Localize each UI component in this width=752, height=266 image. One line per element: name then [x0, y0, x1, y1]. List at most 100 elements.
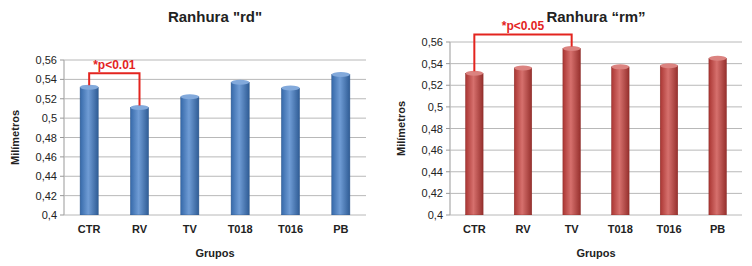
significance-annotation: *p<0.01: [89, 58, 139, 105]
x-axis-label: Grupos: [195, 247, 234, 259]
y-tick-label: 0,48: [422, 123, 443, 135]
grid-line: [64, 79, 366, 80]
bar-top: [181, 94, 199, 99]
bar: [181, 97, 199, 215]
y-tick: [446, 150, 450, 151]
grid-line: [450, 215, 742, 216]
y-tick: [60, 215, 64, 216]
grid-line: [64, 156, 366, 157]
bar: [332, 75, 350, 215]
y-tick-label: 0,44: [36, 170, 57, 182]
grid-line: [64, 137, 366, 138]
y-tick: [446, 128, 450, 129]
bar-top: [514, 65, 532, 70]
grid-line: [64, 98, 366, 99]
y-tick: [60, 137, 64, 138]
y-tick: [446, 63, 450, 64]
bars: [466, 46, 727, 215]
bar-top: [80, 85, 98, 90]
y-tick-label: 0,4: [42, 209, 57, 221]
y-tick: [60, 98, 64, 99]
bar: [660, 66, 678, 215]
x-tick-label: TV: [183, 223, 198, 235]
y-tick-label: 0,42: [36, 190, 57, 202]
y-tick: [60, 176, 64, 177]
y-axis-label: Milímetros: [9, 110, 21, 165]
x-axis-label: Grupos: [576, 247, 615, 259]
y-tick: [60, 79, 64, 80]
chart: Ranhura "rd"0,40,420,440,460,480,50,520,…: [9, 8, 366, 259]
grid-line: [64, 215, 366, 216]
grid-line: [450, 42, 742, 43]
chart: Ranhura “rm” 0,4 0,42 0,44 0,46 0,48 0,5 0,52 0,…: [395, 8, 742, 259]
grid-line: [450, 193, 742, 194]
grid-line: [450, 85, 742, 86]
chart-title: Ranhura "rd": [168, 8, 262, 25]
y-tick-label: 0,42: [422, 187, 443, 199]
bar-top: [709, 56, 727, 61]
y-tick-label: 0,54: [422, 58, 443, 70]
bar: [514, 68, 532, 215]
x-tick-label: T018: [608, 223, 633, 235]
bar-top: [612, 64, 630, 69]
y-tick: [60, 156, 64, 157]
y-tick-label: 0,48: [36, 132, 57, 144]
y-tick: [446, 171, 450, 172]
y-tick-label: 0,5: [42, 112, 57, 124]
x-tick-label: T016: [656, 223, 681, 235]
x-tick-label: T016: [278, 223, 303, 235]
x-tick-label: TV: [565, 223, 580, 235]
y-tick-label: 0,52: [422, 79, 443, 91]
x-tick-label: RV: [515, 223, 531, 235]
y-axis-label: Milímetros: [395, 101, 407, 156]
figure: Ranhura "rd" 0,4 0,42 0,44 0,46 0,48 0,5 0,52 0,…: [0, 0, 752, 266]
y-tick: [60, 118, 64, 119]
annotation-text: *p<0.01: [93, 58, 136, 72]
chart-title: Ranhura “rm”: [546, 8, 645, 25]
y-tick: [446, 85, 450, 86]
significance-bracket: [89, 73, 139, 105]
y-tick-label: 0,46: [422, 144, 443, 156]
y-tick-label: 0,56: [36, 54, 57, 66]
bar: [563, 48, 581, 215]
significance-bracket: [474, 34, 571, 71]
bar: [281, 88, 299, 215]
x-tick-label: PB: [710, 223, 725, 235]
grid-line: [64, 176, 366, 177]
y-tick: [446, 193, 450, 194]
y-tick: [446, 215, 450, 216]
y-tick-label: 0,44: [422, 166, 443, 178]
grid-line: [64, 118, 366, 119]
bar-top: [660, 63, 678, 68]
bar-top: [130, 105, 148, 110]
x-tick-label: RV: [132, 223, 148, 235]
bar: [80, 87, 98, 215]
bar: [612, 67, 630, 215]
x-tick-label: CTR: [463, 223, 486, 235]
bar-top: [231, 80, 249, 85]
bar: [466, 73, 484, 215]
significance-annotation: *p<0.05: [474, 19, 571, 71]
y-tick: [60, 60, 64, 61]
y-tick: [446, 42, 450, 43]
bar: [130, 107, 148, 215]
bar-top: [563, 46, 581, 51]
x-tick-label: CTR: [78, 223, 101, 235]
y-tick-label: 0,5: [428, 101, 443, 113]
y-tick-label: 0,4: [428, 209, 443, 221]
grid-line: [450, 171, 742, 172]
x-tick-label: T018: [228, 223, 253, 235]
bar: [709, 58, 727, 215]
y-tick: [60, 195, 64, 196]
grid-line: [450, 106, 742, 107]
y-tick-label: 0,56: [422, 36, 443, 48]
grid-line: [450, 63, 742, 64]
x-tick-label: PB: [333, 223, 348, 235]
grid-line: [64, 195, 366, 196]
grid-line: [450, 150, 742, 151]
grid-line: [450, 128, 742, 129]
y-tick: [446, 106, 450, 107]
y-tick-label: 0,52: [36, 93, 57, 105]
bar-top: [466, 71, 484, 76]
bars: [80, 72, 350, 215]
